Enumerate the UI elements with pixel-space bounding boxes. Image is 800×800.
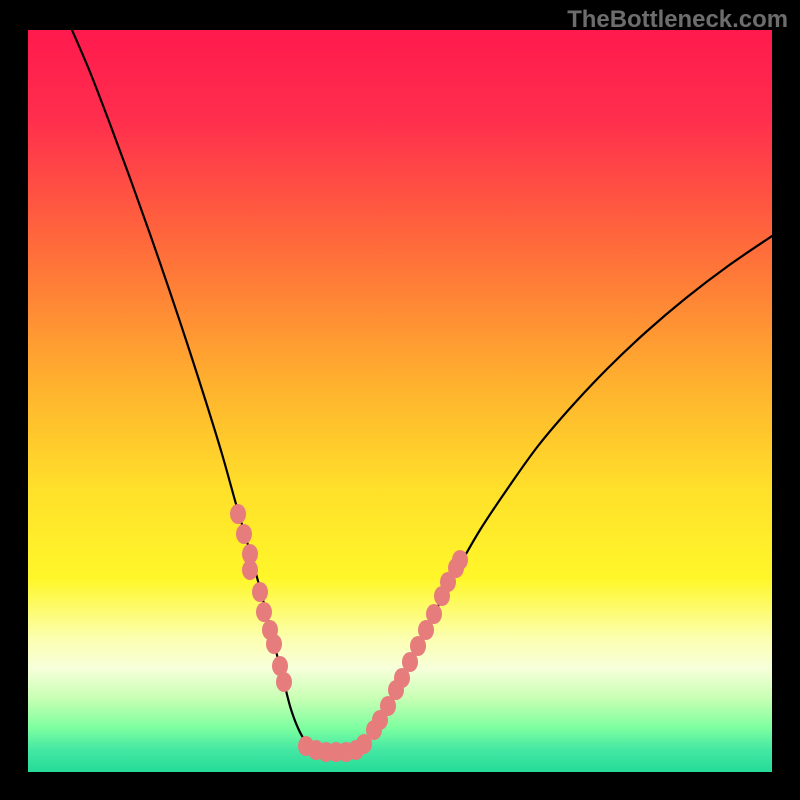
bead bbox=[276, 672, 292, 692]
bead bbox=[256, 602, 272, 622]
bead bbox=[242, 560, 258, 580]
bead bbox=[452, 550, 468, 570]
bead bbox=[230, 504, 246, 524]
data-point-beads bbox=[230, 504, 468, 762]
bead bbox=[252, 582, 268, 602]
plot-area bbox=[28, 30, 772, 772]
bead bbox=[426, 604, 442, 624]
bead bbox=[236, 524, 252, 544]
watermark-text: TheBottleneck.com bbox=[567, 6, 788, 34]
bead bbox=[266, 634, 282, 654]
curve-right-branch bbox=[354, 236, 772, 750]
bottleneck-curve bbox=[28, 30, 772, 772]
